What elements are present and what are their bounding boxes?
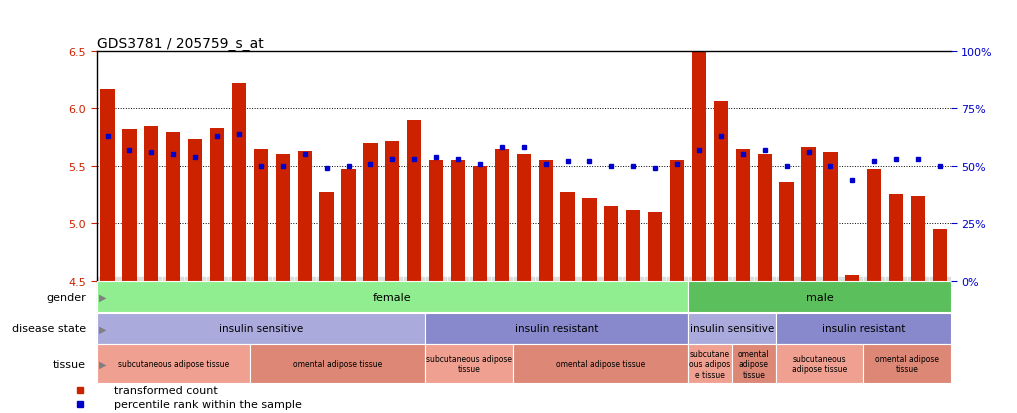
Text: subcutaneous adipose
tissue: subcutaneous adipose tissue — [426, 354, 512, 373]
Text: omental adipose tissue: omental adipose tissue — [556, 359, 645, 368]
Text: omental adipose tissue: omental adipose tissue — [293, 359, 382, 368]
Bar — [689, 282, 951, 313]
Bar — [363, 143, 377, 281]
Text: subcutane
ous adipos
e tissue: subcutane ous adipos e tissue — [690, 349, 730, 379]
Text: disease state: disease state — [11, 323, 85, 333]
Bar — [473, 166, 487, 281]
Bar — [429, 161, 443, 281]
Bar — [868, 170, 882, 281]
Bar — [560, 193, 575, 281]
Bar — [425, 344, 513, 383]
Bar — [648, 212, 662, 281]
Bar — [101, 90, 115, 281]
Bar — [210, 128, 224, 281]
Bar — [776, 344, 863, 383]
Bar — [801, 148, 816, 281]
Bar — [250, 344, 425, 383]
Text: subcutaneous adipose tissue: subcutaneous adipose tissue — [118, 359, 229, 368]
Bar — [626, 210, 641, 281]
Bar — [97, 344, 250, 383]
Bar — [298, 152, 312, 281]
Bar — [122, 130, 136, 281]
Text: insulin resistant: insulin resistant — [822, 323, 905, 333]
Bar — [232, 84, 246, 281]
Bar — [889, 194, 903, 281]
Bar — [692, 37, 706, 281]
Bar — [689, 344, 732, 383]
Text: gender: gender — [46, 292, 85, 302]
Text: ▶: ▶ — [99, 359, 107, 369]
Bar — [188, 140, 202, 281]
Bar — [276, 155, 290, 281]
Text: omental adipose
tissue: omental adipose tissue — [875, 354, 939, 373]
Bar — [494, 149, 508, 281]
Bar — [732, 344, 776, 383]
Bar — [911, 196, 925, 281]
Bar — [714, 102, 728, 281]
Bar — [144, 126, 159, 281]
Bar — [254, 149, 268, 281]
Bar — [776, 313, 951, 344]
Text: subcutaneous
adipose tissue: subcutaneous adipose tissue — [792, 354, 847, 373]
Bar — [845, 275, 859, 281]
Bar — [583, 199, 597, 281]
Text: male: male — [805, 292, 833, 302]
Text: insulin sensitive: insulin sensitive — [690, 323, 774, 333]
Text: percentile rank within the sample: percentile rank within the sample — [114, 399, 302, 409]
Text: GDS3781 / 205759_s_at: GDS3781 / 205759_s_at — [97, 37, 263, 51]
Text: female: female — [373, 292, 412, 302]
Bar — [670, 161, 684, 281]
Text: insulin sensitive: insulin sensitive — [219, 323, 303, 333]
Bar — [97, 282, 689, 313]
Bar — [385, 141, 400, 281]
Bar — [758, 155, 772, 281]
Bar — [166, 133, 180, 281]
Bar — [779, 183, 793, 281]
Text: transformed count: transformed count — [114, 385, 218, 395]
Bar — [97, 313, 425, 344]
Bar — [735, 149, 750, 281]
Bar — [407, 121, 421, 281]
Bar — [517, 155, 531, 281]
Bar — [604, 206, 618, 281]
Bar — [513, 344, 689, 383]
Bar — [451, 161, 465, 281]
Bar — [689, 313, 776, 344]
Text: omental
adipose
tissue: omental adipose tissue — [738, 349, 770, 379]
Bar — [539, 161, 553, 281]
Text: insulin resistant: insulin resistant — [515, 323, 598, 333]
Text: ▶: ▶ — [99, 292, 107, 302]
Bar — [425, 313, 689, 344]
Bar — [824, 153, 838, 281]
Bar — [863, 344, 951, 383]
Bar — [319, 193, 334, 281]
Bar — [342, 170, 356, 281]
Bar — [933, 230, 947, 281]
Text: tissue: tissue — [53, 359, 85, 369]
Text: ▶: ▶ — [99, 323, 107, 333]
